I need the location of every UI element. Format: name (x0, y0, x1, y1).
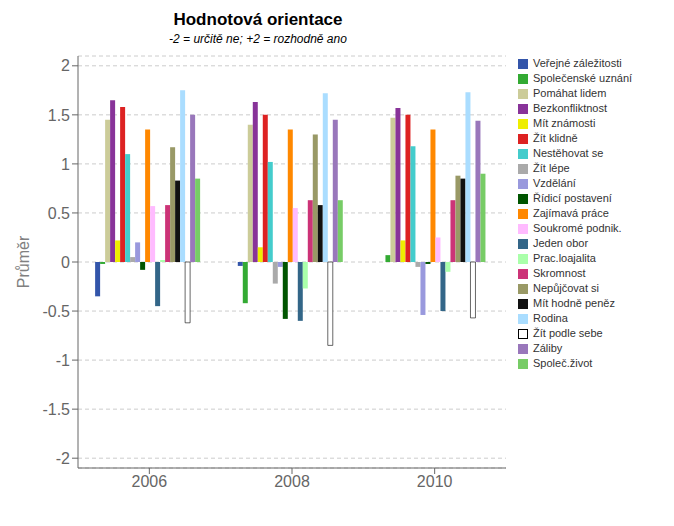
svg-text:1: 1 (61, 156, 70, 173)
html-text:Žít podle sebe: Žít podle sebe (533, 327, 603, 339)
html-text:Soukromé podnik.: Soukromé podnik. (533, 222, 622, 234)
svg-text:2: 2 (61, 57, 70, 74)
html-text:Záliby: Záliby (533, 342, 563, 354)
html-text:Nepůjčovat si: Nepůjčovat si (533, 282, 599, 294)
html-text:Prac.loajalita: Prac.loajalita (533, 252, 596, 264)
html-text:Hodnotová orientace: Hodnotová orientace (173, 10, 343, 29)
html-text:Společenské uznání: Společenské uznání (533, 72, 633, 84)
svg-text:2006: 2006 (132, 473, 168, 490)
svg-text:2010: 2010 (417, 473, 453, 490)
html-text:Mít hodně peněz: Mít hodně peněz (533, 297, 615, 309)
html-text:Pomáhat lidem: Pomáhat lidem (533, 87, 607, 99)
svg-text:-1.5: -1.5 (42, 401, 70, 418)
svg-text:2008: 2008 (274, 473, 310, 490)
html-text:Skromnost: Skromnost (533, 267, 586, 279)
html-text:Žít klidně: Žít klidně (533, 132, 578, 144)
svg-text:-1: -1 (56, 352, 70, 369)
html-text:Jeden obor: Jeden obor (533, 237, 588, 249)
svg-text:-0.5: -0.5 (42, 303, 70, 320)
svg-text:1.5: 1.5 (48, 107, 70, 124)
svg-text:Průměr: Průměr (15, 235, 32, 288)
html-text:Nestěhovat se: Nestěhovat se (533, 147, 604, 159)
html-text:Rodina: Rodina (533, 312, 568, 324)
html-text:Žít lépe: Žít lépe (533, 162, 570, 174)
html-text:Vzdělání: Vzdělání (533, 177, 576, 189)
svg-text:-2: -2 (56, 450, 70, 467)
html-text:Řídicí postavení: Řídicí postavení (533, 192, 612, 204)
svg-text:0.5: 0.5 (48, 205, 70, 222)
html-text:Společ.život: Společ.život (533, 357, 593, 369)
html-text:Mít známosti: Mít známosti (533, 117, 596, 129)
svg-text:0: 0 (61, 254, 70, 271)
html-text:-2 = určitě ne; +2 = rozhodně: -2 = určitě ne; +2 = rozhodně ano (169, 32, 347, 46)
html-text:Zajímavá práce: Zajímavá práce (533, 207, 609, 219)
html-text:Veřejné záležitosti: Veřejné záležitosti (533, 57, 622, 69)
html-text:Bezkonfliktnost: Bezkonfliktnost (533, 102, 607, 114)
